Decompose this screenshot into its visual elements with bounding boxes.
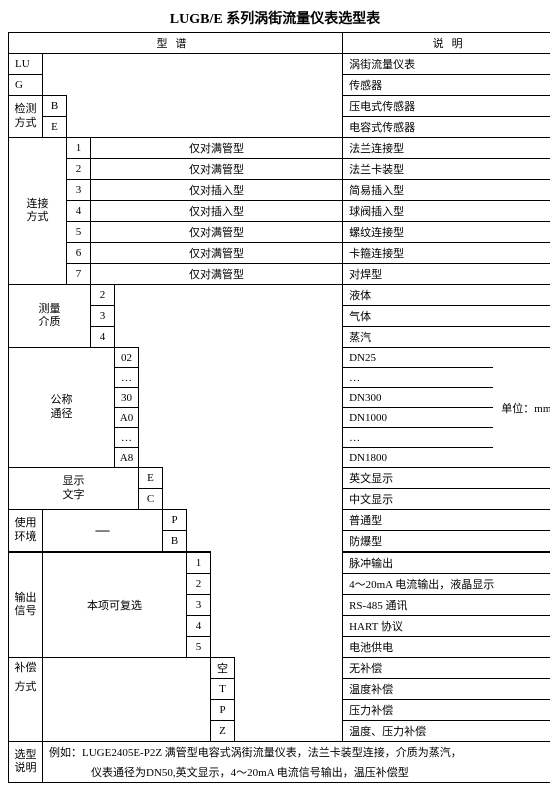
dn-desc: DN25 (343, 348, 493, 368)
medium-row: 3 (91, 306, 115, 327)
detect-e-code: E (43, 117, 67, 138)
selection-table: 型谱 说明 LU 涡街流量仪表 G 传感器 检测 方式 B 压电式传感器 E 电… (8, 32, 550, 783)
comp-desc: 无补偿 (343, 658, 550, 679)
dn-code: 30 (115, 388, 139, 408)
conn-desc: 螺纹连接型 (343, 222, 550, 243)
comp-code: P (211, 700, 235, 721)
env-b-code: B (163, 531, 187, 553)
comp-desc: 温度、压力补偿 (343, 721, 550, 742)
page-title: LUGB/E 系列涡街流量仪表选型表 (8, 8, 542, 28)
env-p-code: P (163, 510, 187, 531)
conn-row: 6 (67, 243, 91, 264)
conn-desc: 球阀插入型 (343, 201, 550, 222)
header-desc: 说明 (343, 33, 550, 54)
medium-desc: 液体 (343, 285, 550, 306)
conn-mid: 仅对满管型 (91, 243, 343, 264)
disp-e-desc: 英文显示 (343, 468, 550, 489)
conn-mid: 仅对插入型 (91, 180, 343, 201)
env-p-desc: 普通型 (343, 510, 550, 531)
conn-row: 1 (67, 138, 91, 159)
lu-desc: 涡街流量仪表 (343, 54, 550, 75)
dn-unit: 单位：mm (493, 348, 550, 468)
dn-code: … (115, 368, 139, 388)
conn-desc: 法兰卡装型 (343, 159, 550, 180)
comp-code: 空 (211, 658, 235, 679)
example-label: 选型 说明 (9, 742, 43, 783)
out-desc: 4～20mA 电流输出，液晶显示 (343, 574, 550, 595)
disp-label: 显示 文字 (9, 468, 139, 510)
disp-c-desc: 中文显示 (343, 489, 550, 510)
dn-label: 公称 通径 (9, 348, 115, 468)
conn-row: 3 (67, 180, 91, 201)
header-spectrum: 型谱 (9, 33, 343, 54)
comp-label1: 补偿 (9, 658, 43, 679)
conn-label: 连接 方式 (9, 138, 67, 285)
detect-b-desc: 压电式传感器 (343, 96, 550, 117)
g-desc: 传感器 (343, 75, 550, 96)
medium-desc: 气体 (343, 306, 550, 327)
conn-desc: 简易插入型 (343, 180, 550, 201)
comp-label2: 方式 (9, 679, 43, 742)
disp-e-code: E (139, 468, 163, 489)
comp-code: T (211, 679, 235, 700)
out-row: 1 (187, 552, 211, 574)
out-label: 输出 信号 (9, 552, 43, 658)
env-dash: — (43, 510, 163, 553)
g-code: G (9, 75, 43, 96)
lu-code: LU (9, 54, 43, 75)
dn-desc: … (343, 428, 493, 448)
conn-desc: 法兰连接型 (343, 138, 550, 159)
dn-desc: DN1000 (343, 408, 493, 428)
conn-desc: 卡箍连接型 (343, 243, 550, 264)
conn-mid: 仅对满管型 (91, 222, 343, 243)
env-b-desc: 防爆型 (343, 531, 550, 553)
out-desc: 电池供电 (343, 637, 550, 658)
conn-mid: 仅对满管型 (91, 264, 343, 285)
dn-desc: DN1800 (343, 448, 493, 468)
comp-desc: 温度补偿 (343, 679, 550, 700)
detect-b-code: B (43, 96, 67, 117)
detect-label: 检测 方式 (9, 96, 43, 138)
example-line2: 仪表通径为DN50,英文显示，4～20mA 电流信号输出，温压补偿型 (43, 762, 550, 783)
out-desc: 脉冲输出 (343, 552, 550, 574)
dn-desc: … (343, 368, 493, 388)
conn-mid: 仅对满管型 (91, 159, 343, 180)
example-line1: 例如：LUGE2405E-P2Z 满管型电容式涡街流量仪表，法兰卡装型连接，介质… (43, 742, 550, 763)
conn-row: 2 (67, 159, 91, 180)
conn-row: 5 (67, 222, 91, 243)
dn-code: A8 (115, 448, 139, 468)
conn-row: 4 (67, 201, 91, 222)
medium-desc: 蒸汽 (343, 327, 550, 348)
medium-row: 4 (91, 327, 115, 348)
dn-desc: DN300 (343, 388, 493, 408)
dn-code: … (115, 428, 139, 448)
medium-label: 测量 介质 (9, 285, 91, 348)
out-desc: RS-485 通讯 (343, 595, 550, 616)
conn-mid: 仅对满管型 (91, 138, 343, 159)
out-note: 本项可复选 (43, 552, 187, 658)
medium-row: 2 (91, 285, 115, 306)
conn-desc: 对焊型 (343, 264, 550, 285)
conn-row: 7 (67, 264, 91, 285)
dn-code: 02 (115, 348, 139, 368)
out-row: 5 (187, 637, 211, 658)
comp-desc: 压力补偿 (343, 700, 550, 721)
out-desc: HART 协议 (343, 616, 550, 637)
env-label: 使用 环境 (9, 510, 43, 553)
disp-c-code: C (139, 489, 163, 510)
detect-e-desc: 电容式传感器 (343, 117, 550, 138)
dn-code: A0 (115, 408, 139, 428)
out-row: 3 (187, 595, 211, 616)
conn-mid: 仅对插入型 (91, 201, 343, 222)
out-row: 4 (187, 616, 211, 637)
comp-code: Z (211, 721, 235, 742)
out-row: 2 (187, 574, 211, 595)
